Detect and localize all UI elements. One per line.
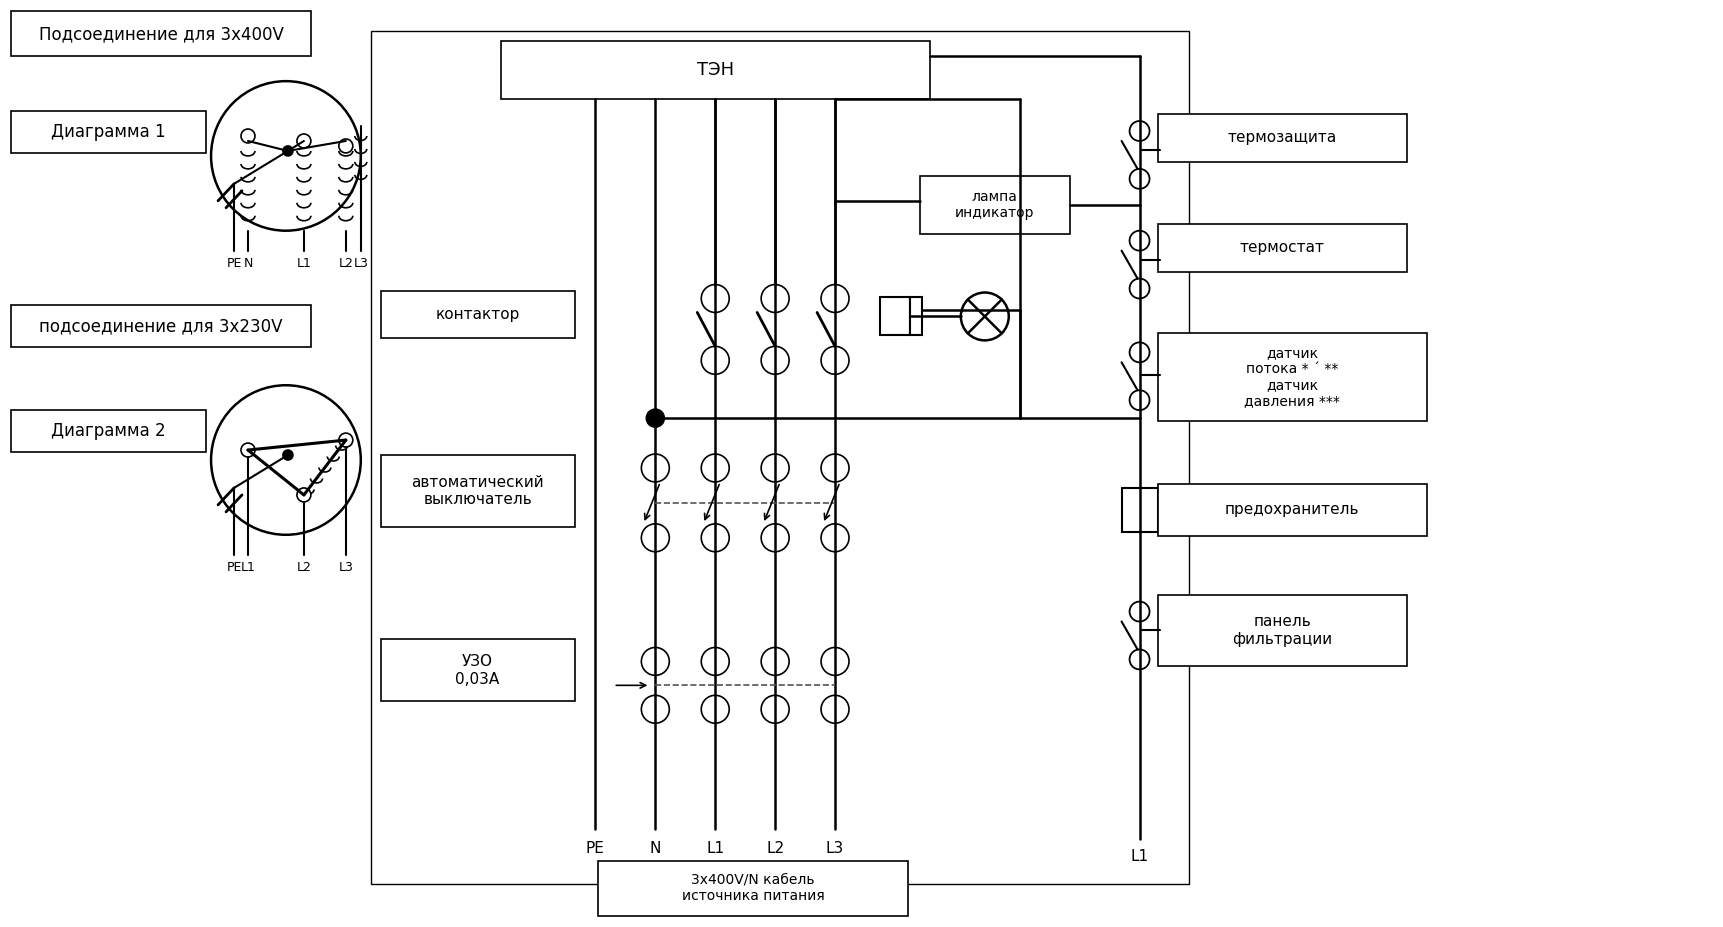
Circle shape [296, 134, 310, 148]
Circle shape [701, 454, 729, 482]
Text: N: N [243, 257, 253, 270]
Circle shape [822, 285, 849, 312]
Text: N: N [650, 842, 662, 857]
Bar [12, 306, 310, 348]
Circle shape [339, 139, 353, 153]
Circle shape [210, 386, 360, 535]
Bar [501, 42, 930, 99]
Bar [12, 410, 207, 452]
Text: подсоединение для 3x230V: подсоединение для 3x230V [40, 317, 283, 336]
Circle shape [646, 409, 665, 427]
Circle shape [283, 146, 293, 156]
Text: панель
фильтрации: панель фильтрации [1232, 615, 1332, 647]
Bar [1122, 488, 1158, 532]
Text: L1: L1 [706, 842, 724, 857]
Circle shape [762, 647, 789, 676]
Text: L1: L1 [296, 257, 312, 270]
Circle shape [1130, 169, 1149, 189]
Circle shape [641, 647, 669, 676]
Text: L1: L1 [241, 561, 255, 574]
Circle shape [822, 524, 849, 552]
Bar [12, 111, 207, 153]
Text: Диаграмма 2: Диаграмма 2 [52, 422, 165, 440]
Text: контактор: контактор [436, 307, 520, 322]
Bar [381, 640, 575, 702]
Circle shape [822, 347, 849, 375]
Circle shape [762, 285, 789, 312]
Circle shape [210, 82, 360, 231]
Circle shape [822, 647, 849, 676]
Circle shape [641, 524, 669, 552]
Bar [910, 298, 922, 336]
Circle shape [762, 454, 789, 482]
Circle shape [1130, 121, 1149, 141]
Circle shape [701, 695, 729, 723]
Text: 3х400V/N кабель
источника питания: 3х400V/N кабель источника питания [682, 872, 825, 903]
Bar [598, 861, 908, 916]
Text: L3: L3 [338, 561, 353, 574]
Bar [370, 32, 1189, 883]
Circle shape [701, 285, 729, 312]
Text: L2: L2 [338, 257, 353, 270]
Circle shape [1130, 278, 1149, 298]
Circle shape [241, 443, 255, 457]
Bar [880, 298, 910, 336]
Text: L1: L1 [1130, 849, 1149, 864]
Text: L2: L2 [767, 842, 784, 857]
Text: PE: PE [586, 842, 605, 857]
Text: PE: PE [226, 561, 241, 574]
Circle shape [822, 454, 849, 482]
Circle shape [641, 454, 669, 482]
Text: предохранитель: предохранитель [1225, 502, 1359, 517]
Text: термостат: термостат [1241, 240, 1325, 255]
Circle shape [241, 129, 255, 143]
Text: УЗО
0,03А: УЗО 0,03А [455, 654, 500, 687]
Circle shape [762, 524, 789, 552]
Text: L3: L3 [825, 842, 844, 857]
Bar [1158, 594, 1408, 667]
Circle shape [762, 347, 789, 375]
Circle shape [1130, 231, 1149, 250]
Text: ТЭН: ТЭН [696, 61, 734, 79]
Bar [381, 455, 575, 527]
Circle shape [296, 488, 310, 502]
Bar [381, 290, 575, 338]
Text: PE: PE [226, 257, 241, 270]
Text: Подсоединение для 3x400V: Подсоединение для 3x400V [38, 25, 284, 44]
Circle shape [701, 347, 729, 375]
Text: Диаграмма 1: Диаграмма 1 [52, 123, 165, 141]
Text: термозащита: термозащита [1228, 131, 1337, 146]
Circle shape [1130, 650, 1149, 669]
Circle shape [822, 695, 849, 723]
Bar [12, 11, 310, 57]
Circle shape [339, 433, 353, 447]
Bar [1158, 114, 1408, 162]
Circle shape [1130, 342, 1149, 362]
Text: лампа
индикатор: лампа индикатор [955, 190, 1034, 220]
Text: L3: L3 [353, 257, 369, 270]
Circle shape [762, 695, 789, 723]
Bar [1158, 223, 1408, 272]
Circle shape [701, 524, 729, 552]
Bar [1158, 484, 1427, 536]
Circle shape [1130, 390, 1149, 410]
Bar [1158, 334, 1427, 421]
Circle shape [283, 450, 293, 460]
Text: L2: L2 [296, 561, 312, 574]
Circle shape [961, 293, 1008, 340]
Circle shape [701, 647, 729, 676]
Circle shape [1130, 602, 1149, 621]
Text: датчик
потока * ´ **
датчик
давления ***: датчик потока * ´ ** датчик давления *** [1244, 346, 1340, 409]
Text: автоматический
выключатель: автоматический выключатель [412, 475, 544, 507]
Circle shape [641, 695, 669, 723]
Bar [920, 176, 1070, 234]
